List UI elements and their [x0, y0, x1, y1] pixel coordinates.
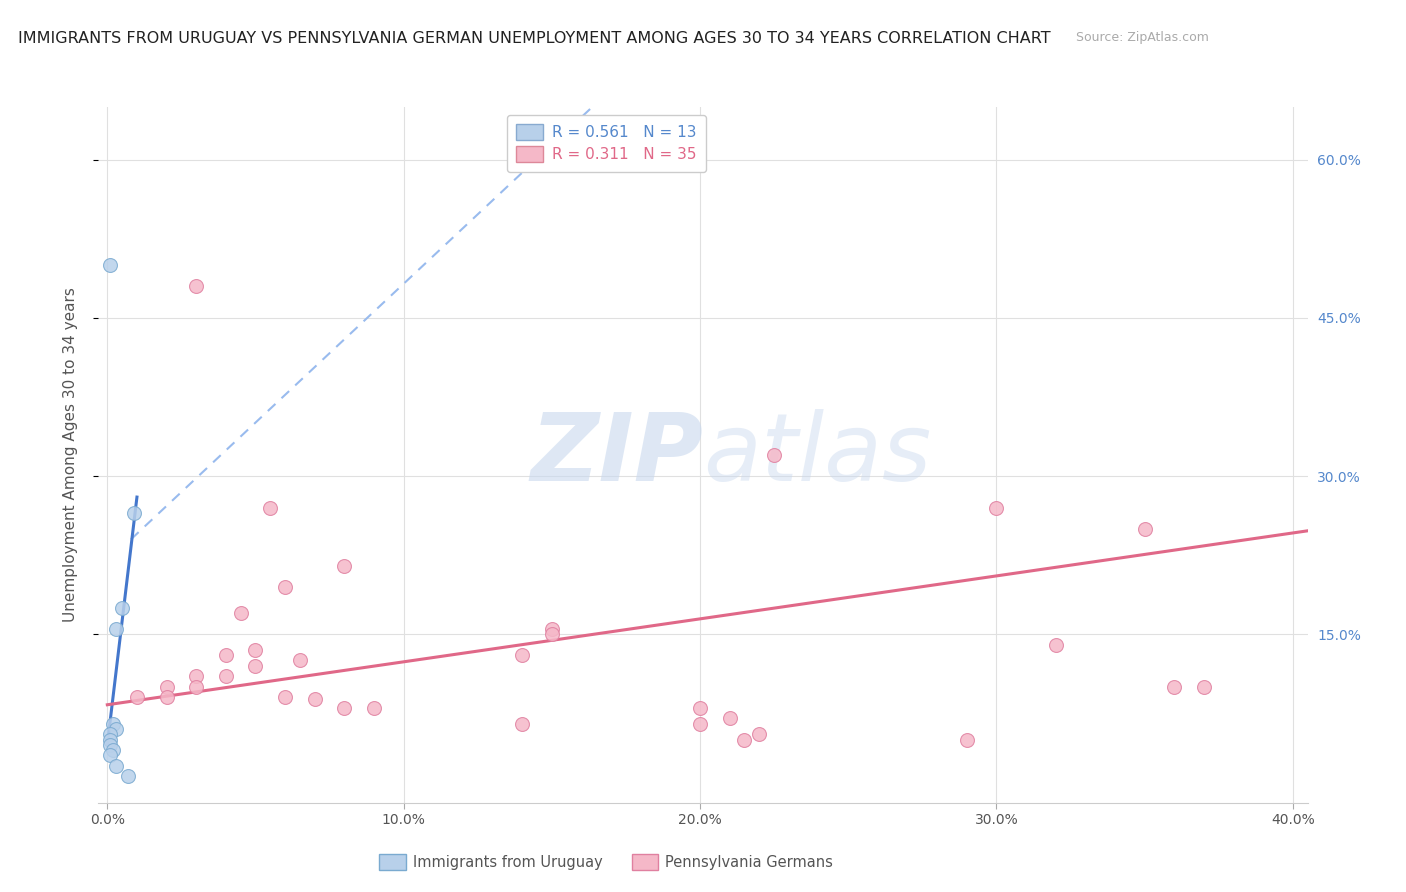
Text: ZIP: ZIP	[530, 409, 703, 501]
Point	[540, 622, 562, 636]
Point	[540, 627, 562, 641]
Point	[98, 732, 121, 747]
Point	[763, 448, 786, 462]
Point	[215, 669, 238, 683]
Point	[689, 701, 711, 715]
Point	[103, 716, 125, 731]
Point	[363, 701, 385, 715]
Text: atlas: atlas	[703, 409, 931, 500]
Point	[274, 580, 297, 594]
Point	[956, 732, 979, 747]
Point	[510, 648, 533, 663]
Y-axis label: Unemployment Among Ages 30 to 34 years: Unemployment Among Ages 30 to 34 years	[63, 287, 77, 623]
Point	[259, 500, 281, 515]
Point	[105, 622, 128, 636]
Point	[1133, 522, 1156, 536]
Point	[689, 716, 711, 731]
Point	[98, 738, 121, 752]
Text: Source: ZipAtlas.com: Source: ZipAtlas.com	[1076, 31, 1209, 45]
Point	[186, 680, 208, 694]
Point	[986, 500, 1008, 515]
Point	[718, 711, 741, 725]
Point	[186, 669, 208, 683]
Point	[117, 769, 139, 783]
Legend: Immigrants from Uruguay, Pennsylvania Germans: Immigrants from Uruguay, Pennsylvania Ge…	[374, 848, 839, 876]
Point	[333, 701, 356, 715]
Point	[155, 690, 177, 705]
Point	[1192, 680, 1215, 694]
Point	[111, 600, 134, 615]
Point	[105, 759, 128, 773]
Point	[333, 558, 356, 573]
Point	[288, 653, 311, 667]
Point	[1163, 680, 1185, 694]
Point	[215, 648, 238, 663]
Point	[103, 743, 125, 757]
Point	[748, 727, 770, 741]
Point	[125, 690, 148, 705]
Point	[245, 658, 267, 673]
Point	[245, 643, 267, 657]
Point	[98, 727, 121, 741]
Point	[122, 506, 145, 520]
Point	[186, 279, 208, 293]
Point	[734, 732, 756, 747]
Text: IMMIGRANTS FROM URUGUAY VS PENNSYLVANIA GERMAN UNEMPLOYMENT AMONG AGES 30 TO 34 : IMMIGRANTS FROM URUGUAY VS PENNSYLVANIA …	[18, 31, 1050, 46]
Point	[1045, 638, 1067, 652]
Point	[304, 692, 326, 706]
Point	[155, 680, 177, 694]
Point	[229, 606, 252, 620]
Point	[274, 690, 297, 705]
Point	[98, 258, 121, 272]
Point	[105, 722, 128, 736]
Point	[98, 748, 121, 763]
Point	[510, 716, 533, 731]
